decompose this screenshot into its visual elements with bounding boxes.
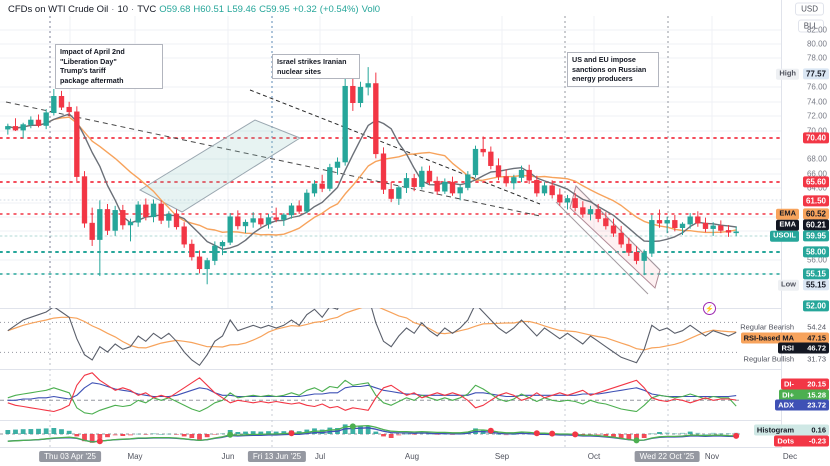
legend-open: O59.68 [159, 4, 191, 15]
price-tick: 72.00 [806, 111, 827, 121]
price-tick: 64.00 [806, 183, 827, 193]
macd-plot[interactable] [0, 420, 830, 448]
time-tick: Aug [404, 452, 420, 461]
indicator-name: Dots [774, 435, 797, 447]
price-pill[interactable]: 60.21 [802, 219, 829, 231]
chart-legend[interactable]: CFDs on WTI Crude Oil · 10 · TVC O59.68 … [8, 3, 383, 16]
indicator-value: 47.15 [797, 332, 829, 344]
indicator-value: 46.72 [797, 342, 829, 354]
time-tick: Wed 22 Oct '25 [634, 451, 700, 462]
legend-sep-1: · [111, 4, 115, 15]
price-pill[interactable]: 77.57 [802, 68, 829, 80]
currency-badge[interactable]: USD [795, 2, 824, 16]
indicator-value: 31.73 [807, 354, 826, 364]
price-tick: 68.00 [806, 154, 827, 164]
time-tick: Jun [221, 452, 235, 461]
indicator-name: DI- [781, 378, 797, 390]
note-liberation-day[interactable]: Impact of April 2nd "Liberation Day" Tru… [55, 44, 163, 89]
time-tick: Oct [587, 452, 601, 461]
price-tick: 80.00 [806, 39, 827, 49]
time-tick: May [127, 452, 143, 461]
unit-badge[interactable]: BLL [797, 19, 824, 33]
price-tick: 74.00 [806, 97, 827, 107]
legend-change: +0.32 [292, 4, 317, 15]
time-tick: Dec [782, 452, 798, 461]
indicator-name: DI+ [779, 389, 797, 401]
legend-low: L59.46 [227, 4, 257, 15]
time-tick: Thu 03 Apr '25 [39, 451, 101, 462]
price-pill-tag: EMA [776, 219, 799, 231]
price-pill-tag: USOIL [770, 230, 799, 242]
indicator-name: Regular Bullish [743, 354, 794, 364]
dmi-plot[interactable] [0, 369, 830, 419]
legend-high: H60.51 [193, 4, 225, 15]
price-pill-tag: Low [778, 279, 799, 291]
indicator-value: -0.23 [797, 435, 829, 447]
indicator-name: ADX [775, 399, 797, 411]
time-tick: Nov [704, 452, 720, 461]
price-axis[interactable]: USD BLL 82.00 80.00 78.00 76.00 74.00 72.00 70… [770, 0, 830, 448]
legend-interval[interactable]: 10 [117, 4, 129, 15]
legend-volume: Vol0 [361, 4, 381, 15]
indicator-value: 15.28 [797, 389, 829, 401]
time-tick: Jul [314, 452, 326, 461]
indicator-label[interactable]: RSI-based MA 47.15 [740, 332, 829, 344]
note-sanctions[interactable]: US and EU impose sanctions on Russian en… [567, 52, 659, 88]
indicator-name: Regular Bearish [740, 322, 794, 332]
price-tick: 70.00 [806, 126, 827, 136]
indicator-label[interactable]: RSI 46.72 [778, 342, 829, 354]
price-pill[interactable]: 55.15 [802, 268, 829, 280]
macd-pane[interactable] [0, 420, 830, 448]
price-pill[interactable]: 60.52 [802, 208, 829, 220]
indicator-value: 0.16 [797, 424, 829, 436]
dmi-pane-divider [0, 369, 830, 370]
indicator-label[interactable]: Dots -0.23 [774, 435, 829, 447]
indicator-label[interactable]: DI- 20.15 [781, 378, 829, 390]
indicator-label[interactable]: DI+ 15.28 [779, 389, 829, 401]
price-tick: 76.00 [806, 82, 827, 92]
price-tick: 66.00 [806, 169, 827, 179]
alert-flash-icon[interactable]: ⚡ [703, 302, 716, 315]
price-pill[interactable]: 61.50 [802, 195, 829, 207]
price-tick: 56.00 [806, 255, 827, 265]
indicator-label[interactable]: Regular Bullish 31.73 [741, 354, 829, 365]
rsi-pane-divider [0, 308, 830, 309]
legend-exchange[interactable]: TVC [137, 4, 157, 15]
macd-pane-divider [0, 420, 830, 421]
note-israel-strikes[interactable]: Israel strikes Iranian nuclear sites [272, 54, 360, 80]
time-axis[interactable]: Thu 03 Apr '25 May Jun Fri 13 Jun '25 Jul Aug… [0, 447, 797, 466]
indicator-name: RSI [778, 342, 797, 354]
indicator-value: 20.15 [797, 378, 829, 390]
indicator-value: 54.24 [807, 322, 826, 332]
legend-close: C59.95 [259, 4, 290, 15]
indicator-label[interactable]: ADX 23.72 [775, 399, 829, 411]
price-pill[interactable]: 65.60 [802, 176, 829, 188]
price-tick: 82.00 [806, 25, 827, 35]
indicator-name: Histogram [753, 424, 797, 436]
dmi-pane[interactable] [0, 369, 830, 419]
indicator-name: RSI-based MA [740, 332, 797, 344]
rsi-pane[interactable] [0, 308, 830, 368]
price-pill[interactable]: 70.40 [802, 132, 829, 144]
price-pill[interactable]: 59.95 [802, 230, 829, 242]
rsi-plot[interactable] [0, 308, 830, 368]
legend-symbol[interactable]: CFDs on WTI Crude Oil [8, 4, 109, 15]
price-tick: 78.00 [806, 53, 827, 63]
indicator-value: 23.72 [797, 399, 829, 411]
price-pill-tag: EMA [776, 208, 799, 220]
price-pill-tag: High [776, 68, 799, 80]
legend-sep-2: · [131, 4, 135, 15]
price-pill[interactable]: 55.15 [802, 279, 829, 291]
indicator-label[interactable]: Regular Bearish 54.24 [737, 322, 829, 333]
price-pill[interactable]: 58.00 [802, 246, 829, 258]
legend-change-percent: (+0.54%) [319, 4, 359, 15]
price-pill[interactable]: 52.00 [802, 300, 829, 312]
time-tick: Fri 13 Jun '25 [247, 451, 307, 462]
indicator-label[interactable]: Histogram 0.16 [753, 424, 829, 436]
time-tick: Sep [494, 452, 510, 461]
